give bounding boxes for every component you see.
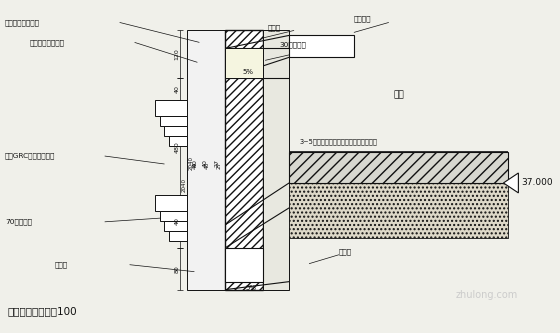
Text: 2040: 2040 — [189, 156, 194, 170]
Text: 5%: 5% — [246, 285, 256, 291]
Bar — [289, 183, 508, 238]
Text: 岩棉板专用锚固件: 岩棉板专用锚固件 — [5, 19, 40, 26]
Polygon shape — [503, 173, 519, 193]
Text: 40: 40 — [193, 161, 198, 169]
Text: 面砖窗台: 面砖窗台 — [354, 15, 371, 22]
Bar — [155, 100, 188, 116]
Bar — [155, 195, 188, 211]
Bar — [225, 248, 263, 282]
Text: 装饰檐线轻钢支架: 装饰檐线轻钢支架 — [30, 39, 65, 46]
Bar — [225, 30, 263, 290]
Bar — [225, 48, 263, 78]
Text: 窗附框: 窗附框 — [339, 248, 352, 255]
Text: 27: 27 — [215, 159, 220, 167]
Bar — [170, 231, 188, 241]
Bar — [188, 30, 225, 290]
Bar — [160, 116, 188, 126]
Text: 80: 80 — [175, 265, 179, 272]
Bar — [165, 126, 188, 136]
Bar — [165, 221, 188, 231]
Bar — [170, 136, 188, 146]
Text: 3~5厚抹护面胶砂浆复合耐碱纤维网格布: 3~5厚抹护面胶砂浆复合耐碱纤维网格布 — [299, 139, 377, 146]
Text: 成品GRC外墙装饰檐线: 成品GRC外墙装饰檐线 — [5, 153, 55, 159]
Bar — [289, 152, 508, 183]
Text: 40: 40 — [203, 159, 208, 167]
Text: 27: 27 — [217, 161, 222, 169]
Text: 70厚岩棉板: 70厚岩棉板 — [5, 218, 32, 225]
Bar — [263, 30, 289, 290]
Text: 滴水线: 滴水线 — [55, 261, 68, 268]
Text: 餐厅: 餐厅 — [393, 91, 404, 100]
Text: 37.000: 37.000 — [521, 178, 553, 187]
Text: 40: 40 — [175, 85, 179, 93]
Text: 2040: 2040 — [182, 178, 187, 192]
Text: 5%: 5% — [242, 69, 254, 75]
Text: 附加网格布转角各100: 附加网格布转角各100 — [8, 307, 78, 317]
Bar — [160, 211, 188, 221]
Text: 窗附框: 窗附框 — [267, 24, 281, 31]
Text: 120: 120 — [175, 49, 179, 60]
Polygon shape — [289, 35, 354, 57]
Text: 40: 40 — [205, 161, 210, 169]
Text: 40: 40 — [175, 217, 179, 225]
Text: 40: 40 — [193, 159, 198, 167]
Text: zhulong.com: zhulong.com — [455, 290, 517, 300]
Text: 480: 480 — [175, 142, 179, 154]
Text: 30厚聚苯板: 30厚聚苯板 — [279, 41, 306, 48]
